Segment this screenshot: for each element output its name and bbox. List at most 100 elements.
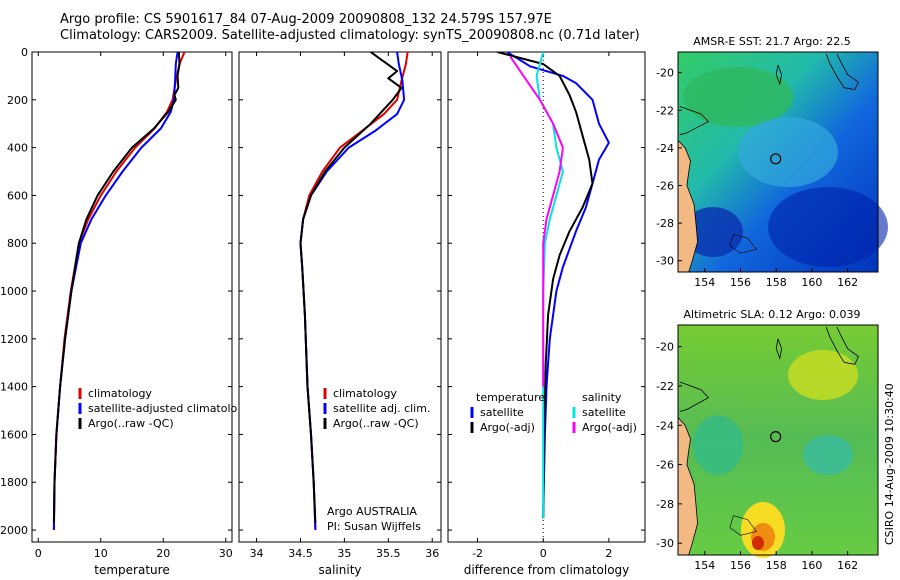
map-x-tick-label: 154 [694, 276, 715, 289]
x-tick-label: 34.5 [288, 547, 313, 560]
x-tick-label: 35.5 [376, 547, 401, 560]
x-tick-label: 30 [219, 547, 233, 560]
y-tick-label: 1800 [0, 476, 28, 489]
legend-label: climatology [88, 387, 152, 400]
map-x-tick-label: 158 [766, 276, 787, 289]
map-field-low-patch [803, 435, 853, 475]
credit-line1: Argo AUSTRALIA [327, 505, 417, 518]
series-line-argo-raw-qc- [299, 52, 403, 523]
map-y-tick-label: -24 [656, 419, 674, 432]
map-panel-2: Altimetric SLA: 0.12 Argo: 0.039 154 156 15… [656, 308, 879, 572]
map-y-tick-label: -24 [656, 142, 674, 155]
series-line-argo-adj- [497, 52, 594, 519]
map-y-tick-label: -20 [656, 341, 674, 354]
legend-label: Argo(..raw -QC) [333, 417, 419, 430]
plot-frame [447, 51, 646, 543]
series-line-argo-adj- [509, 56, 564, 387]
x-axis-label: difference from climatology [464, 563, 630, 577]
series-line-satellite [506, 52, 610, 519]
map-field-cold-patch [683, 207, 743, 257]
map-field-mid-patch [738, 117, 838, 187]
map-reef-contour [729, 234, 758, 254]
map-x-tick-label: 156 [730, 276, 751, 289]
x-tick-label: 0 [35, 547, 42, 560]
map-x-tick-label: 160 [801, 559, 822, 572]
series-group [52, 52, 186, 531]
map-x-tick-label: 162 [837, 276, 858, 289]
y-tick-label: 1600 [0, 428, 28, 441]
legend-label: climatology [333, 387, 397, 400]
legend-label: Argo(-adj) [582, 421, 637, 434]
legend-label: satellite adj. clim. [333, 402, 430, 415]
map-frame [677, 324, 879, 556]
map-y-tick-label: -28 [656, 217, 674, 230]
y-tick-label: 600 [7, 189, 28, 202]
map-x-tick-label: 160 [801, 276, 822, 289]
map-y-tick-label: -20 [656, 67, 674, 80]
y-tick-label: 400 [7, 142, 28, 155]
map-field-high-patch [788, 350, 858, 400]
map-y-tick-label: -30 [656, 255, 674, 268]
argo-position-marker [770, 431, 782, 443]
y-tick-label: 1200 [0, 333, 28, 346]
y-tick-label: 1400 [0, 381, 28, 394]
x-axis-label: temperature [94, 563, 169, 577]
map-y-tick-label: -26 [656, 459, 674, 472]
figure-title-line2: Climatology: CARS2009. Satellite-adjuste… [60, 28, 640, 43]
map-field-cold-patch [768, 187, 888, 267]
y-tick-label: 200 [7, 94, 28, 107]
map-y-tick-label: -22 [656, 380, 674, 393]
x-tick-label: 34 [250, 547, 264, 560]
map-y-tick-label: -28 [656, 498, 674, 511]
map-title: AMSR-E SST: 21.7 Argo: 22.5 [693, 35, 851, 48]
y-tick-label: 2000 [0, 524, 28, 537]
map-y-tick-label: -26 [656, 180, 674, 193]
legend-title-salinity: salinity [582, 391, 622, 404]
legend-label: satellite [480, 406, 524, 419]
map-reef-contour [775, 338, 783, 360]
profile-panel-3: -2 0 2 difference from climatology temperatu… [447, 51, 646, 577]
x-axis-label: salinity [318, 563, 361, 577]
y-tick-label: 800 [7, 237, 28, 250]
side-label: CSIRO 14-Aug-2009 10:30:40 [883, 383, 896, 545]
x-tick-label: 35 [337, 547, 351, 560]
map-panel-1: AMSR-E SST: 21.7 Argo: 22.5 154 156 158 160 1… [656, 35, 888, 289]
series-group [299, 52, 409, 531]
map-y-tick-label: -30 [656, 537, 674, 550]
series-line-argo-raw-qc- [52, 52, 181, 523]
map-title: Altimetric SLA: 0.12 Argo: 0.039 [683, 308, 860, 321]
map-frame [677, 51, 879, 273]
legend-label: satellite-adjusted climatolo [88, 402, 238, 415]
profile-panel-1: 0 10 20 30 temperature 0 200 400 600 800 1000 1200 1… [0, 46, 238, 577]
legend-label: Argo(-adj) [480, 421, 535, 434]
map-x-tick-label: 156 [730, 559, 751, 572]
map-reef-contour [825, 326, 859, 365]
x-tick-label: 2 [605, 547, 612, 560]
map-y-tick-label: -22 [656, 104, 674, 117]
map-x-tick-label: 154 [694, 559, 715, 572]
legend-title-temperature: temperature [476, 391, 545, 404]
profile-panel-2: 34 34.5 35 35.5 36 salinity climatology satelli… [238, 51, 442, 577]
series-group [497, 52, 610, 519]
map-reef-contour [679, 106, 710, 136]
map-field-warm-patch [683, 67, 793, 127]
map-reef-contour [825, 53, 859, 91]
map-field-peak-patch [752, 536, 764, 550]
credit-line2: PI: Susan Wijffels [327, 520, 421, 533]
x-tick-label: 0 [540, 547, 547, 560]
x-tick-label: 20 [156, 547, 170, 560]
legend-label: Argo(..raw -QC) [88, 417, 174, 430]
plot-frame [31, 51, 233, 543]
map-reef-contour [775, 65, 783, 86]
map-field-low-patch [693, 415, 743, 475]
x-tick-label: -2 [472, 547, 483, 560]
map-x-tick-label: 158 [766, 559, 787, 572]
plot-frame [238, 51, 442, 543]
map-reef-contour [729, 515, 758, 536]
legend-label: satellite [582, 406, 626, 419]
x-tick-label: 10 [94, 547, 108, 560]
figure-title-line1: Argo profile: CS 5901617_84 07-Aug-2009 … [60, 12, 552, 27]
x-tick-label: 36 [425, 547, 439, 560]
map-reef-contour [679, 381, 710, 412]
